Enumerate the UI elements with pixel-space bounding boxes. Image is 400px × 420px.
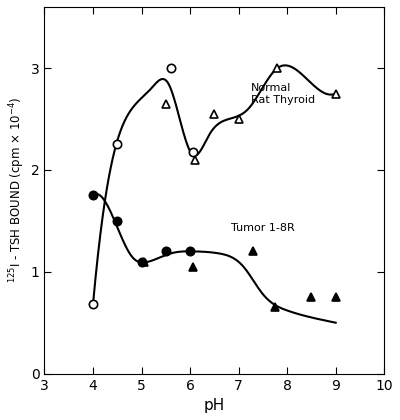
Y-axis label: $^{125}$I - TSH BOUND (cpm × 10$^{-4}$): $^{125}$I - TSH BOUND (cpm × 10$^{-4}$) (7, 97, 26, 284)
Text: Normal
Rat Thyroid: Normal Rat Thyroid (251, 83, 315, 105)
Text: Tumor 1-8R: Tumor 1-8R (231, 223, 295, 233)
X-axis label: pH: pH (204, 398, 225, 413)
